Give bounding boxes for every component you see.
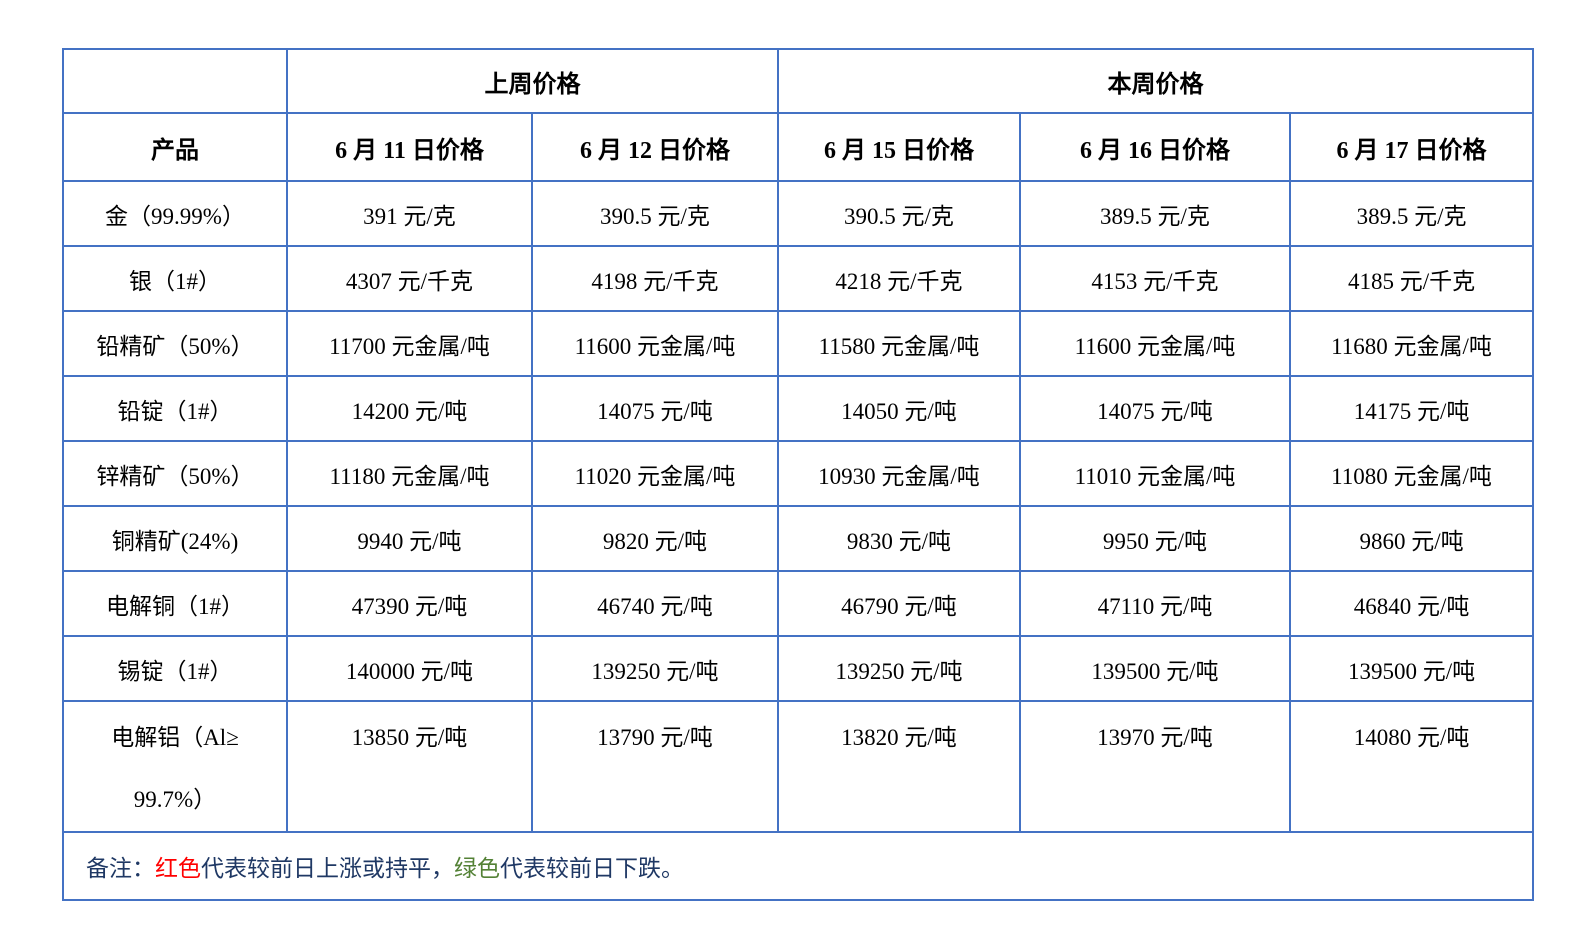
price-cell: 14175 元/吨 [1288,375,1535,442]
price-cell: 139500 元/吨 [1019,635,1291,702]
note-cell: 备注：红色代表较前日上涨或持平，绿色代表较前日下跌。 [61,831,1535,901]
price-cell: 389.5 元/克 [1019,180,1291,247]
price-cell: 11080 元金属/吨 [1288,440,1535,507]
table-row: 电解铝（Al≥ 99.7%） 13850 元/吨 13790 元/吨 13820 元/… [62,700,1535,833]
price-cell: 11580 元金属/吨 [777,310,1021,377]
column-header-row: 产品 6 月 11 日价格 6 月 12 日价格 6 月 15 日价格 6 月 16 日… [62,112,1535,182]
table-row: 锌精矿（50%） 11180 元金属/吨 11020 元金属/吨 10930 元金属/… [62,440,1535,507]
product-cell: 锌精矿（50%） [62,440,288,507]
price-cell: 14075 元/吨 [531,375,779,442]
price-cell: 46740 元/吨 [531,570,779,637]
price-cell: 9830 元/吨 [777,505,1021,572]
price-cell: 4198 元/千克 [531,245,779,312]
price-cell: 13790 元/吨 [531,700,779,833]
price-cell: 13970 元/吨 [1019,700,1291,833]
column-header-jun-11: 6 月 11 日价格 [286,112,533,182]
metal-price-table: 上周价格 本周价格 产品 6 月 11 日价格 6 月 12 日价格 6 月 15 日… [61,48,1535,901]
price-cell: 11020 元金属/吨 [531,440,779,507]
note-segment: 绿色 [454,856,500,881]
column-header-product: 产品 [62,112,288,182]
product-cell: 铅锭（1#） [62,375,288,442]
column-header-jun-17: 6 月 17 日价格 [1288,112,1535,182]
column-header-jun-12: 6 月 12 日价格 [531,112,779,182]
note-segment: 代表较前日下跌。 [500,856,684,881]
product-cell: 金（99.99%） [62,180,288,247]
price-cell: 10930 元金属/吨 [777,440,1021,507]
price-cell: 14080 元/吨 [1288,700,1535,833]
column-header-jun-16: 6 月 16 日价格 [1019,112,1291,182]
group-header-row: 上周价格 本周价格 [62,48,1535,114]
column-header-jun-15: 6 月 15 日价格 [777,112,1021,182]
price-cell: 4153 元/千克 [1019,245,1291,312]
price-cell: 9950 元/吨 [1019,505,1291,572]
price-cell: 47110 元/吨 [1019,570,1291,637]
price-cell: 140000 元/吨 [286,635,533,702]
price-cell: 139250 元/吨 [531,635,779,702]
product-cell: 锡锭（1#） [62,635,288,702]
price-cell: 46790 元/吨 [777,570,1021,637]
group-header-this-week: 本周价格 [776,48,1535,114]
price-cell: 47390 元/吨 [286,570,533,637]
price-cell: 14050 元/吨 [777,375,1021,442]
empty-corner-cell [62,48,288,114]
product-cell: 铜精矿(24%) [62,505,288,572]
note-segment: 备注： [86,856,155,881]
price-cell: 46840 元/吨 [1288,570,1535,637]
price-cell: 11700 元金属/吨 [286,310,533,377]
table-row: 银（1#） 4307 元/千克 4198 元/千克 4218 元/千克 4153 元/千… [62,245,1535,312]
product-cell: 银（1#） [62,245,288,312]
price-cell: 14200 元/吨 [286,375,533,442]
price-cell: 139500 元/吨 [1288,635,1535,702]
note-segment: 代表较前日上涨或持平， [201,856,454,881]
table-row: 铜精矿(24%) 9940 元/吨 9820 元/吨 9830 元/吨 9950 元/吨… [62,505,1535,572]
price-cell: 11010 元金属/吨 [1019,440,1291,507]
table-row: 金（99.99%） 391 元/克 390.5 元/克 390.5 元/克 389.5 … [62,180,1535,247]
product-cell: 铅精矿（50%） [62,310,288,377]
price-cell: 390.5 元/克 [531,180,779,247]
price-cell: 9860 元/吨 [1288,505,1535,572]
group-header-last-week: 上周价格 [286,48,779,114]
note-row: 备注：红色代表较前日上涨或持平，绿色代表较前日下跌。 [61,831,1535,901]
price-cell: 9940 元/吨 [286,505,533,572]
table-row: 电解铜（1#） 47390 元/吨 46740 元/吨 46790 元/吨 47110 … [62,570,1535,637]
price-cell: 390.5 元/克 [777,180,1021,247]
price-cell: 4307 元/千克 [286,245,533,312]
price-cell: 11600 元金属/吨 [1019,310,1291,377]
price-cell: 139250 元/吨 [777,635,1021,702]
note-segment: 红色 [155,856,201,881]
table-row: 铅锭（1#） 14200 元/吨 14075 元/吨 14050 元/吨 14075 元… [62,375,1535,442]
price-cell: 391 元/克 [286,180,533,247]
price-cell: 11600 元金属/吨 [531,310,779,377]
price-cell: 9820 元/吨 [531,505,779,572]
price-cell: 11680 元金属/吨 [1288,310,1535,377]
table-row: 铅精矿（50%） 11700 元金属/吨 11600 元金属/吨 11580 元金属/… [62,310,1535,377]
price-cell: 11180 元金属/吨 [286,440,533,507]
price-cell: 4218 元/千克 [777,245,1021,312]
price-cell: 13850 元/吨 [286,700,533,833]
price-cell: 4185 元/千克 [1288,245,1535,312]
price-cell: 389.5 元/克 [1288,180,1535,247]
table-row: 锡锭（1#） 140000 元/吨 139250 元/吨 139250 元/吨 1395… [62,635,1535,702]
price-cell: 14075 元/吨 [1019,375,1291,442]
product-cell: 电解铜（1#） [62,570,288,637]
product-cell: 电解铝（Al≥ 99.7%） [62,700,288,833]
price-cell: 13820 元/吨 [777,700,1021,833]
